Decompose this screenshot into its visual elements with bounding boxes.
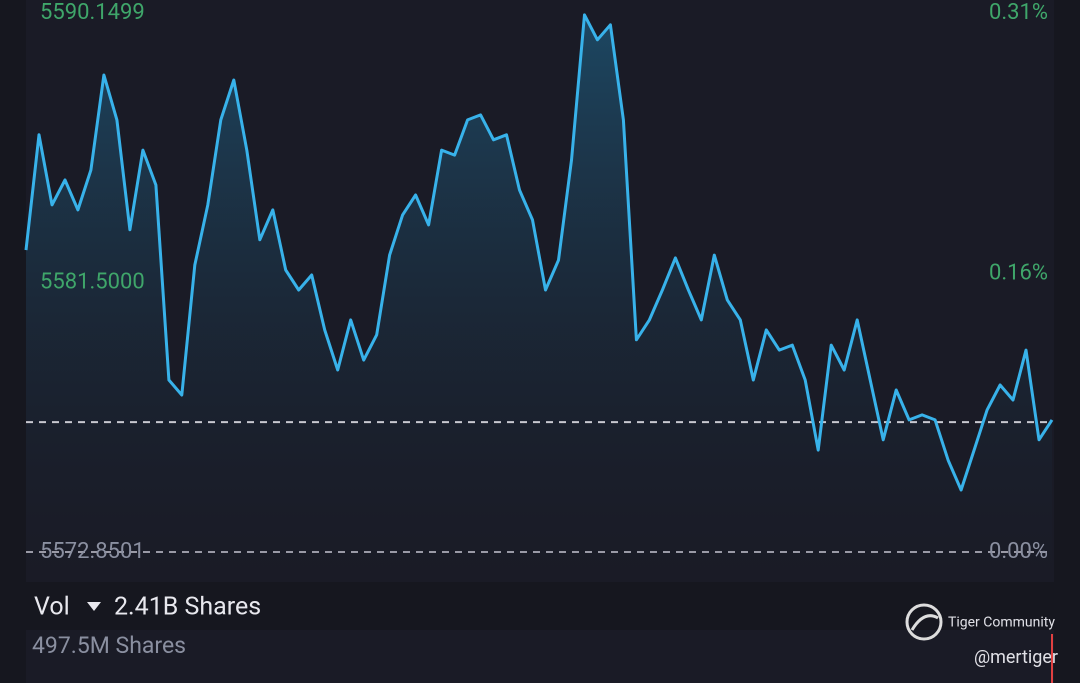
y-tick-label: 5581.5000 [40, 269, 145, 294]
vol-scale: 497.5M Shares [32, 632, 186, 659]
user-handle: @mertiger [974, 647, 1058, 668]
price-line [24, 13, 1054, 492]
vol-label[interactable]: Vol [34, 593, 70, 622]
vol-total: 2.41B Shares [114, 593, 261, 622]
area-fill [26, 14, 1052, 582]
y2-tick-label: 0.16% [989, 261, 1048, 286]
y-tick-label: 5590.1499 [40, 0, 145, 25]
dropdown-arrow[interactable] [87, 602, 101, 611]
logo [905, 603, 943, 641]
y-tick-label: 5572.8501 [40, 539, 145, 564]
volume-area [26, 630, 1054, 683]
y2-tick-label: 0.00% [989, 539, 1048, 564]
y2-tick-label: 0.31% [989, 0, 1048, 25]
brand: Tiger Community [948, 615, 1055, 631]
